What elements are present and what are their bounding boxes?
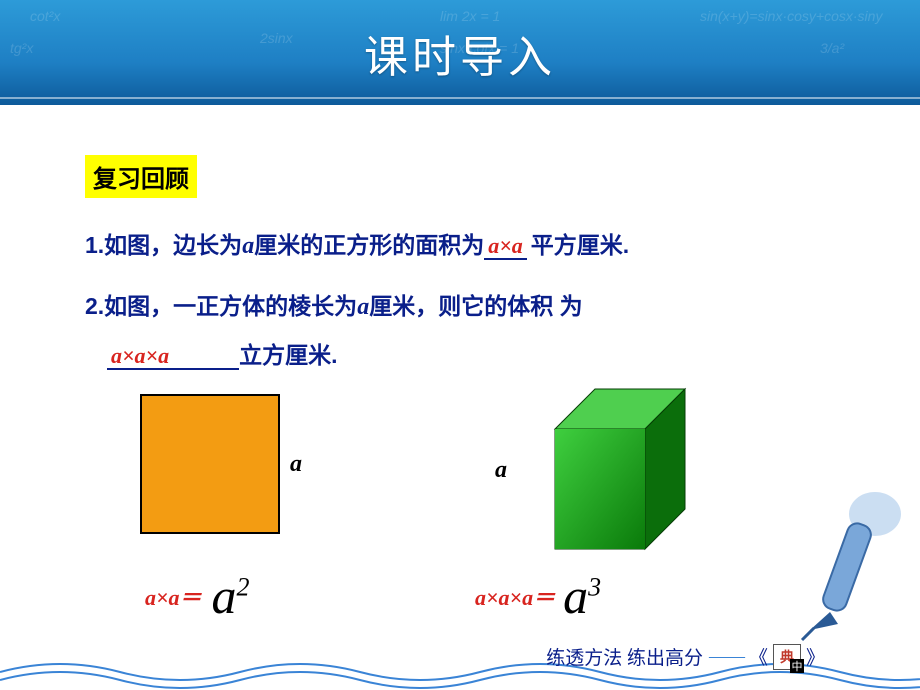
q2-prefix: 2.如图，一正方体的棱长为 — [85, 293, 357, 319]
square-rhs: a2 — [212, 567, 250, 625]
cube-exp: 3 — [588, 572, 601, 601]
q2-suffix2: 立方厘米. — [239, 342, 337, 368]
pen-icon — [780, 492, 910, 662]
review-label: 复习回顾 — [85, 155, 197, 198]
q1-mid: 厘米的正方形的面积为 — [254, 232, 484, 258]
footer-dash: —— — [709, 646, 743, 668]
cube-edge-label: a — [495, 457, 507, 484]
question-1: 1.如图，边长为a厘米的正方形的面积为a×a 平方厘米. — [85, 226, 835, 267]
q2-suffix1: 厘米，则它的体积 为 — [369, 293, 582, 319]
figures-row: a a×a＝ a2 a a×a×a＝ a3 — [85, 389, 835, 649]
footer: 练透方法 练出高分 —— 《 典 中 》 — [546, 643, 825, 670]
q2-answer: a×a×a — [111, 343, 169, 368]
question-2-line1: 2.如图，一正方体的棱长为a厘米，则它的体积 为 — [85, 287, 835, 328]
slide-header: cot²x tg²x 2sinx lim 2x = 1 sinx·cotx = … — [0, 0, 920, 105]
footer-logo-char2: 中 — [790, 659, 804, 673]
q2-var: a — [357, 294, 369, 320]
q1-answer: a×a — [488, 233, 523, 258]
q2-blank: a×a×a — [107, 342, 239, 370]
header-decor-formulas: cot²x tg²x 2sinx lim 2x = 1 sinx·cotx = … — [0, 0, 920, 105]
cube-shape — [525, 369, 725, 569]
square-base: a — [212, 568, 237, 624]
square-formula: a×a＝ a2 — [145, 567, 250, 625]
square-exp: 2 — [237, 572, 250, 601]
square-lhs: a×a＝ — [145, 580, 202, 612]
footer-text: 练透方法 练出高分 — [546, 643, 703, 670]
cube-icon — [525, 369, 725, 569]
q1-prefix: 1.如图，边长为 — [85, 232, 242, 258]
cube-base: a — [563, 568, 588, 624]
footer-logo-icon: 典 中 — [773, 644, 801, 670]
footer-book-open: 《 — [749, 643, 768, 670]
cube-formula: a×a×a＝ a3 — [475, 567, 601, 625]
q1-var: a — [242, 233, 254, 259]
footer-book-close: 》 — [806, 643, 825, 670]
square-shape — [140, 394, 280, 534]
q1-blank: a×a — [484, 232, 527, 260]
header-underline — [0, 97, 920, 99]
square-side-label: a — [290, 451, 302, 478]
cube-rhs: a3 — [563, 567, 601, 625]
cube-lhs: a×a×a＝ — [475, 580, 555, 612]
q1-suffix: 平方厘米. — [531, 232, 629, 258]
